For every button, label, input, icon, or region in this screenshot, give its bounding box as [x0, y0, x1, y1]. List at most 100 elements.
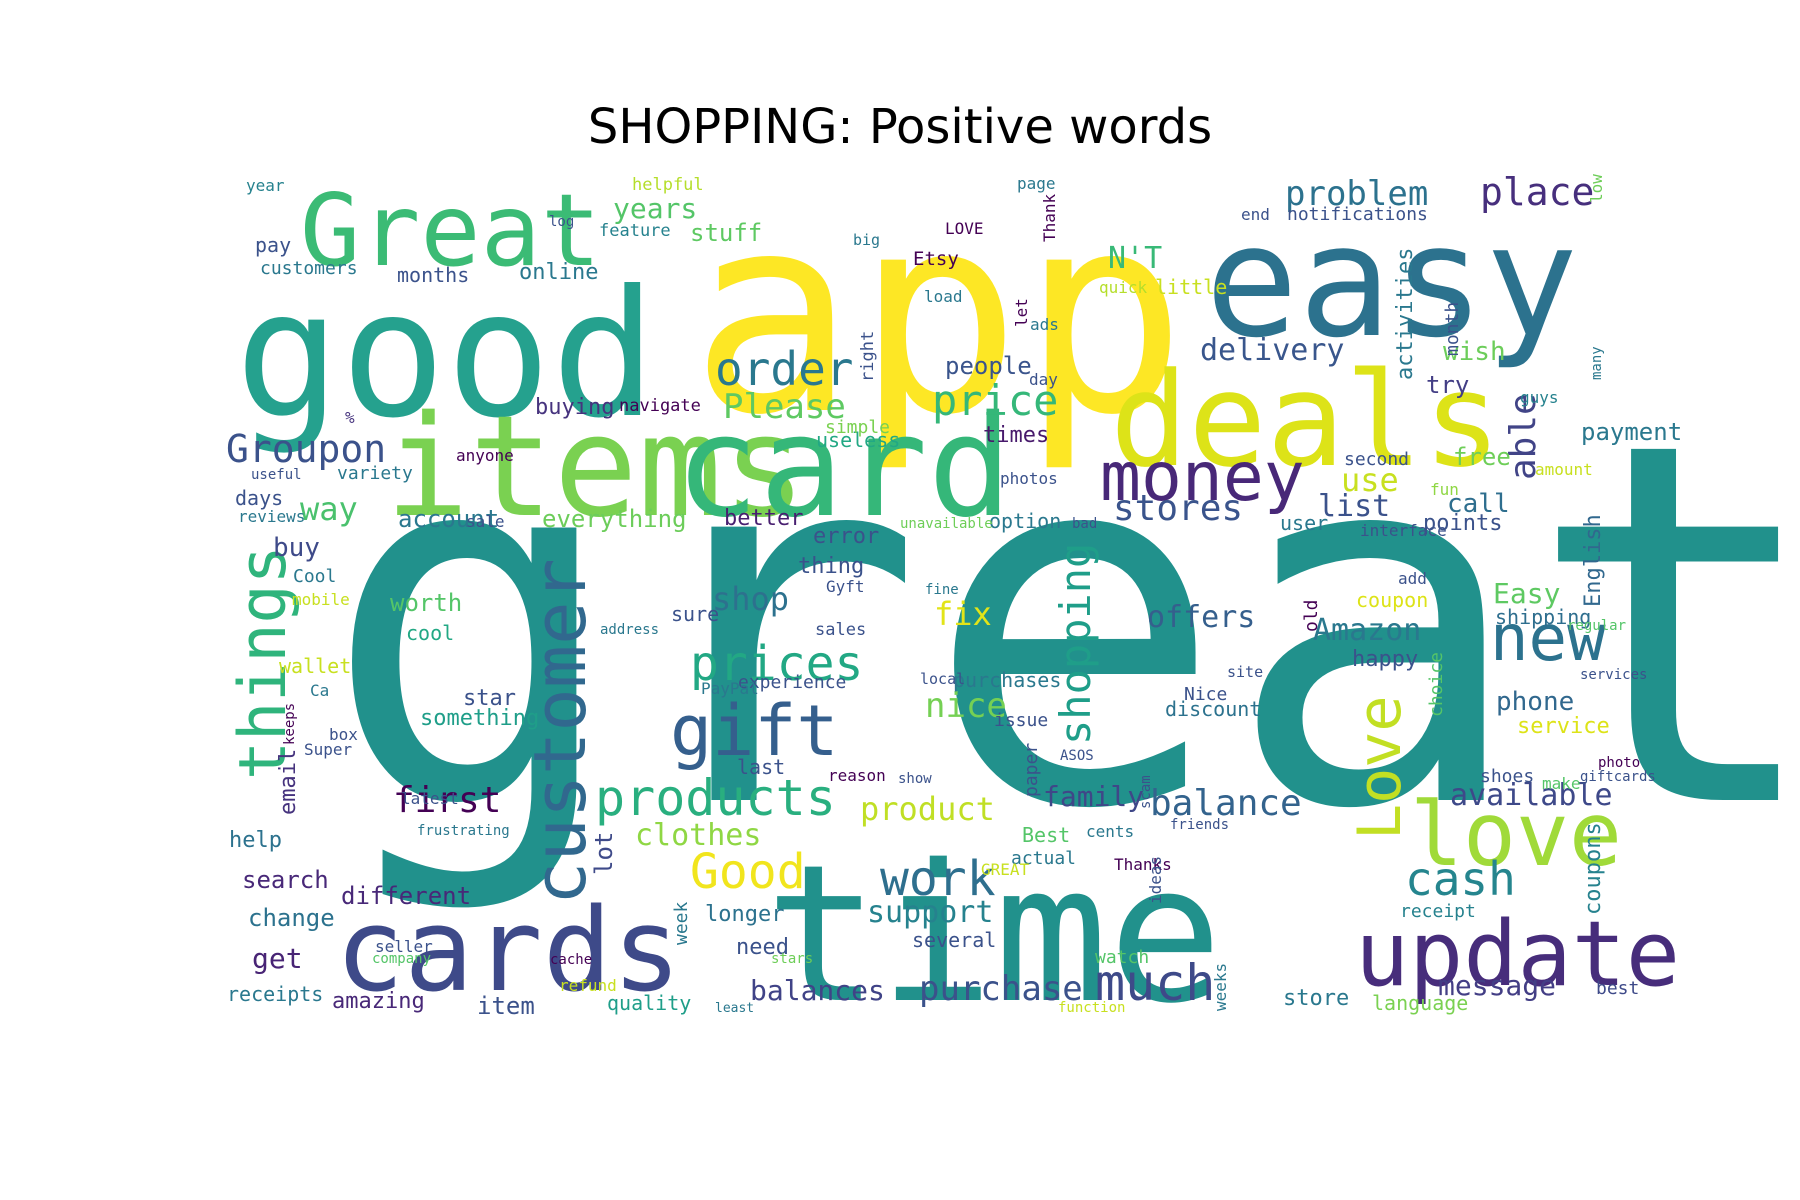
word-28: Groupon — [226, 427, 386, 471]
word-24: work — [880, 851, 996, 907]
word-89: something — [420, 706, 539, 731]
word-42: support — [867, 895, 993, 930]
word-4: good — [235, 254, 656, 457]
word-49: shop — [712, 580, 789, 618]
word-167: choice — [1426, 652, 1447, 717]
word-83: thing — [798, 554, 864, 579]
word-20: shopping — [1051, 543, 1100, 745]
word-177: giftcards — [1580, 769, 1656, 785]
word-100: longer — [705, 902, 784, 927]
word-8: Great — [300, 172, 601, 289]
word-121: LOVE — [945, 219, 984, 238]
word-195: ideas — [1146, 856, 1165, 904]
word-106: purchases — [953, 668, 1061, 692]
word-132: let — [1012, 298, 1031, 327]
word-33: N'T — [1108, 241, 1162, 276]
word-161: regular — [1567, 618, 1626, 634]
word-56: people — [945, 352, 1032, 380]
word-163: Ca — [310, 681, 329, 700]
word-189: GREAT — [981, 860, 1030, 879]
word-199: function — [1058, 1000, 1125, 1016]
word-146: sale — [466, 512, 505, 531]
word-26: cash — [1405, 852, 1516, 906]
word-149: fun — [1430, 480, 1459, 499]
word-81: better — [724, 506, 803, 531]
word-101: need — [736, 935, 789, 960]
word-129: quick — [1099, 278, 1148, 297]
word-123: load — [924, 287, 963, 306]
word-50: way — [300, 490, 358, 528]
word-159: sales — [815, 620, 866, 640]
word-191: seller — [375, 937, 433, 956]
word-2: time — [765, 824, 1223, 1045]
word-59: free — [1453, 443, 1511, 471]
word-40: product — [860, 790, 995, 828]
word-111: option — [989, 509, 1061, 533]
word-172: reason — [828, 766, 886, 785]
word-75: navigate — [619, 396, 701, 416]
word-54: list — [1318, 489, 1390, 524]
word-190: watch — [1095, 947, 1149, 968]
word-68: coupon — [1356, 588, 1428, 612]
word-165: local — [920, 670, 965, 688]
word-119: log — [549, 214, 574, 230]
word-58: try — [1426, 371, 1469, 399]
word-175: ASOS — [1060, 748, 1094, 764]
word-194: stars — [771, 951, 813, 967]
word-97: different — [341, 882, 471, 910]
word-78: simple — [825, 417, 890, 438]
word-19: prices — [690, 636, 863, 692]
word-126: end — [1241, 205, 1270, 224]
word-103: quality — [607, 991, 691, 1015]
word-151: bad — [1072, 516, 1097, 532]
word-93: change — [248, 904, 335, 932]
word-105: experience — [738, 672, 846, 693]
word-6: card — [675, 386, 1012, 549]
word-72: language — [1372, 991, 1468, 1015]
word-125: Thank — [1040, 193, 1059, 242]
word-138: guys — [1520, 388, 1559, 407]
word-41: purchase — [919, 969, 1083, 1009]
word-23: much — [1095, 954, 1215, 1012]
word-21: order — [715, 342, 853, 396]
word-107: issue — [994, 710, 1048, 731]
word-65: phone — [1496, 687, 1574, 717]
word-86: worth — [390, 589, 462, 617]
word-116: year — [246, 176, 285, 195]
word-27: balance — [1150, 783, 1302, 824]
word-46: family — [1043, 780, 1144, 813]
word-80: everything — [542, 505, 687, 533]
word-44: message — [1438, 969, 1556, 1002]
word-87: cool — [406, 621, 454, 645]
word-98: item — [477, 992, 535, 1020]
word-187: Thanks — [1114, 855, 1172, 874]
word-53: online — [519, 260, 598, 285]
word-120: page — [1017, 174, 1056, 193]
word-118: feature — [599, 221, 671, 241]
word-10: update — [1355, 902, 1680, 1007]
word-166: site — [1227, 663, 1263, 681]
word-140: amount — [1535, 460, 1593, 479]
word-92: search — [242, 866, 329, 894]
word-70: store — [1283, 986, 1349, 1011]
word-102: several — [912, 928, 996, 952]
word-32: delivery — [1200, 333, 1345, 368]
word-62: Easy — [1493, 577, 1560, 610]
word-95: receipts — [227, 982, 323, 1006]
word-36: Amazon — [1313, 613, 1421, 648]
word-57: wish — [1443, 337, 1506, 367]
word-84: buy — [273, 533, 320, 563]
word-7: deals — [1110, 344, 1501, 496]
word-141: % — [345, 408, 355, 427]
word-39: clothes — [635, 818, 761, 853]
word-69: happy — [1352, 647, 1418, 672]
word-142: variety — [337, 463, 413, 484]
word-135: activities — [1393, 248, 1418, 380]
word-179: frustrating — [417, 823, 510, 839]
word-122: Etsy — [913, 248, 959, 270]
word-169: box — [329, 725, 358, 744]
word-188: week — [671, 901, 692, 945]
word-108: discount — [1165, 697, 1261, 721]
word-156: fine — [925, 582, 959, 598]
word-110: last — [737, 755, 785, 779]
